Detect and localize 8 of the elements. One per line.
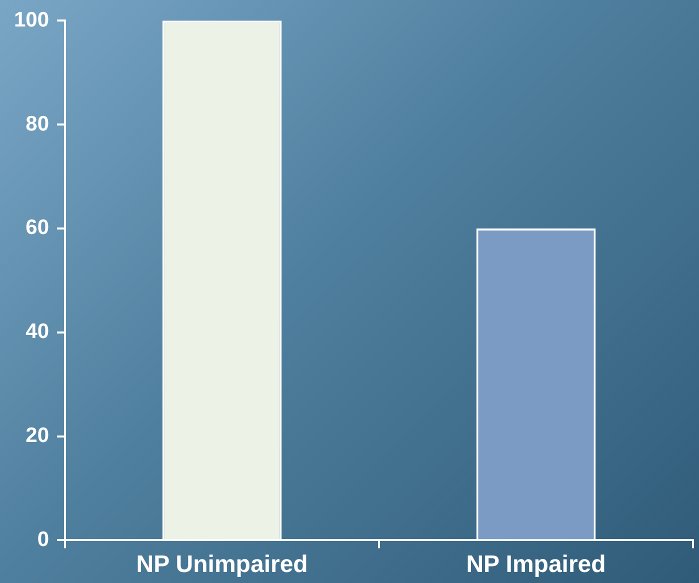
x-tick-label: NP Unimpaired bbox=[136, 551, 308, 578]
y-tick-label: 40 bbox=[26, 320, 50, 344]
y-tick-label: 0 bbox=[37, 528, 50, 551]
y-tick-label: 20 bbox=[26, 424, 50, 448]
y-tick-label: 100 bbox=[14, 8, 50, 32]
x-tick-label: NP Impaired bbox=[466, 551, 606, 578]
y-tick-label: 80 bbox=[26, 112, 50, 136]
y-tick-label: 60 bbox=[26, 216, 50, 240]
